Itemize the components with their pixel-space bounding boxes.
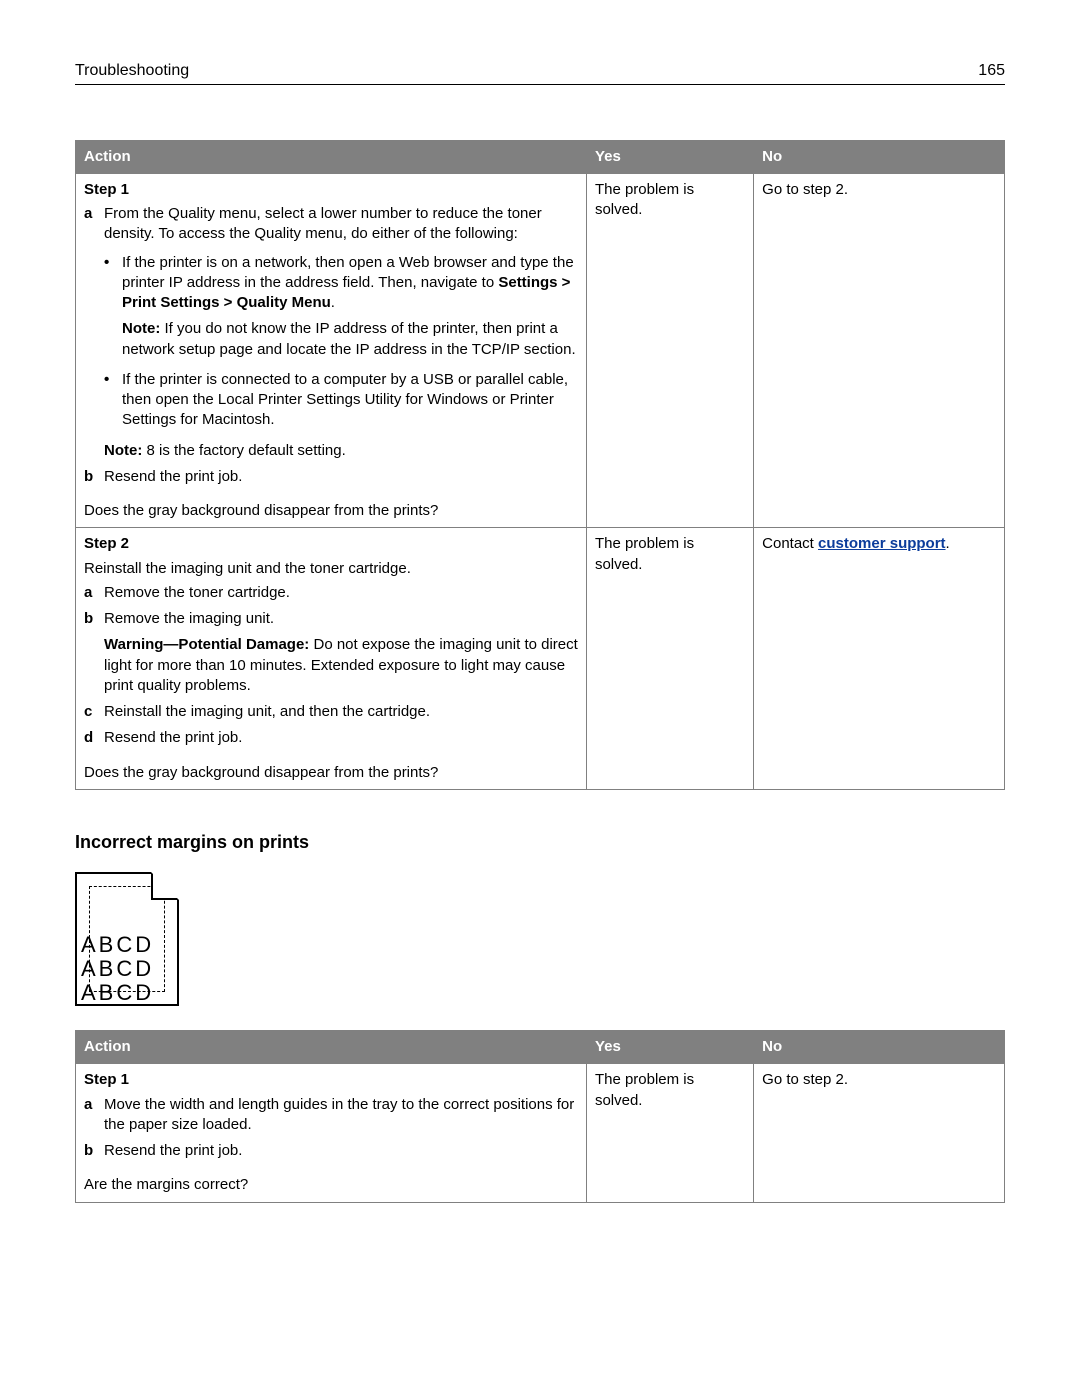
col-header-action: Action (76, 140, 587, 173)
warning-label: Warning—Potential Damage: (104, 636, 309, 653)
no-cell: Go to step 2. (754, 173, 1005, 528)
col-header-yes: Yes (586, 140, 753, 173)
step2-a: Remove the toner cartridge. (104, 583, 578, 603)
step-title: Step 2 (84, 534, 578, 554)
step2-c: Reinstall the imaging unit, and then the… (104, 702, 578, 722)
list-marker: c (84, 702, 104, 722)
col-header-no: No (754, 1031, 1005, 1064)
t2-step1-b: Resend the print job. (104, 1141, 578, 1161)
t2-step1-a: Move the width and length guides in the … (104, 1095, 578, 1136)
closing-question: Are the margins correct? (84, 1175, 578, 1195)
table-row: Step 1 a From the Quality menu, select a… (76, 173, 1005, 528)
yes-cell: The problem is solved. (586, 528, 753, 790)
closing-question: Does the gray background disappear from … (84, 763, 578, 783)
closing-question: Does the gray background disappear from … (84, 501, 578, 521)
step2-intro: Reinstall the imaging unit and the toner… (84, 559, 578, 579)
no-text-post: . (946, 535, 950, 552)
bullet-text: If the printer is connected to a compute… (122, 370, 578, 431)
page-header: Troubleshooting 165 (75, 60, 1005, 85)
col-header-action: Action (76, 1031, 587, 1064)
list-marker: a (84, 583, 104, 603)
section-heading: Incorrect margins on prints (75, 830, 1005, 854)
no-text-pre: Contact (762, 535, 818, 552)
yes-cell: The problem is solved. (586, 173, 753, 528)
list-marker: b (84, 1141, 104, 1161)
incorrect-margins-illustration: ABCD ABCD ABCD (75, 872, 179, 1006)
step1-b: Resend the print job. (104, 467, 578, 487)
troubleshooting-table-1: Action Yes No Step 1 a From the Quality … (75, 140, 1005, 790)
step-title: Step 1 (84, 180, 578, 200)
col-header-no: No (754, 140, 1005, 173)
no-cell: Go to step 2. (754, 1064, 1005, 1202)
table-row: Step 2 Reinstall the imaging unit and th… (76, 528, 1005, 790)
page-number: 165 (978, 60, 1005, 82)
step2-b: Remove the imaging unit. (104, 610, 274, 627)
note-text: If you do not know the IP address of the… (122, 320, 576, 357)
table-row: Step 1 a Move the width and length guide… (76, 1064, 1005, 1202)
customer-support-link[interactable]: customer support (818, 535, 946, 552)
col-header-yes: Yes (586, 1031, 753, 1064)
step1-a-intro: From the Quality menu, select a lower nu… (104, 205, 542, 242)
note-label: Note: (122, 320, 160, 337)
yes-cell: The problem is solved. (586, 1064, 753, 1202)
list-marker: d (84, 728, 104, 748)
list-marker: b (84, 609, 104, 696)
section-title: Troubleshooting (75, 60, 189, 82)
step-title: Step 1 (84, 1070, 578, 1090)
troubleshooting-table-2: Action Yes No Step 1 a Move the width an… (75, 1030, 1005, 1203)
note-text: 8 is the factory default setting. (142, 442, 345, 459)
step2-d: Resend the print job. (104, 728, 578, 748)
list-marker: b (84, 467, 104, 487)
list-marker: a (84, 1095, 104, 1136)
list-marker: a (84, 204, 104, 461)
note-label: Note: (104, 442, 142, 459)
